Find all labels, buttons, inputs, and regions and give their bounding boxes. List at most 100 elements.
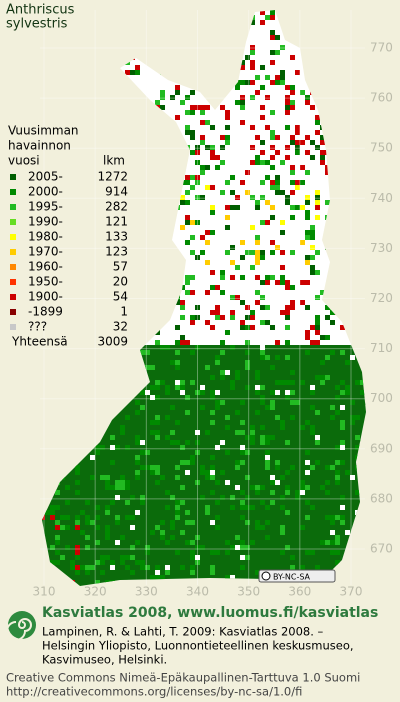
- map-cell: [325, 305, 330, 310]
- map-cell: [270, 155, 275, 160]
- map-cell: [175, 115, 180, 120]
- map-cell: [175, 475, 180, 480]
- map-cell: [275, 80, 280, 85]
- map-cell: [290, 465, 295, 470]
- map-cell: [210, 470, 215, 475]
- map-cell: [190, 150, 195, 155]
- map-cell: [285, 105, 290, 110]
- map-cell: [310, 385, 315, 390]
- map-cell: [50, 515, 55, 520]
- map-cell: [275, 460, 280, 465]
- map-cell: [300, 280, 305, 285]
- map-cell: [160, 105, 165, 110]
- map-cell: [305, 550, 310, 555]
- map-cell: [175, 505, 180, 510]
- map-cell: [235, 295, 240, 300]
- map-cell: [250, 160, 255, 165]
- map-cell: [195, 390, 200, 395]
- map-cell: [185, 520, 190, 525]
- map-cell: [210, 150, 215, 155]
- map-cell: [270, 500, 275, 505]
- map-cell: [155, 430, 160, 435]
- map-cell: [160, 575, 165, 580]
- map-cell: [330, 550, 335, 555]
- map-cell: [245, 545, 250, 550]
- map-cell: [245, 325, 250, 330]
- y-grid-label: 700: [370, 391, 393, 405]
- map-cell: [280, 530, 285, 535]
- map-cell: [190, 175, 195, 180]
- map-cell: [185, 280, 190, 285]
- map-cell: [230, 545, 235, 550]
- map-cell: [75, 515, 80, 520]
- map-cell: [345, 470, 350, 475]
- map-cell: [145, 350, 150, 355]
- map-cell: [65, 485, 70, 490]
- map-cell: [110, 500, 115, 505]
- map-cell: [210, 550, 215, 555]
- license-badge: [258, 569, 336, 583]
- map-cell: [290, 135, 295, 140]
- map-cell: [230, 575, 235, 580]
- map-cell: [195, 145, 200, 150]
- map-cell: [345, 385, 350, 390]
- legend-swatch: [10, 294, 16, 300]
- map-cell: [200, 135, 205, 140]
- map-cell: [240, 460, 245, 465]
- map-cell: [245, 435, 250, 440]
- map-cell: [175, 500, 180, 505]
- map-cell: [280, 220, 285, 225]
- map-cell: [135, 455, 140, 460]
- map-cell: [250, 125, 255, 130]
- map-cell: [210, 125, 215, 130]
- map-cell: [160, 520, 165, 525]
- map-cell: [215, 515, 220, 520]
- map-cell: [190, 110, 195, 115]
- map-cell: [240, 120, 245, 125]
- map-cell: [260, 500, 265, 505]
- map-cell: [285, 340, 290, 345]
- map-cell: [180, 500, 185, 505]
- map-cell: [270, 165, 275, 170]
- map-cell: [315, 330, 320, 335]
- map-cell: [185, 440, 190, 445]
- y-grid-label: 680: [370, 491, 393, 505]
- map-cell: [270, 130, 275, 135]
- map-cell: [190, 550, 195, 555]
- map-cell: [285, 145, 290, 150]
- map-cell: [175, 465, 180, 470]
- map-cell: [200, 170, 205, 175]
- map-cell: [250, 505, 255, 510]
- map-cell: [110, 460, 115, 465]
- map-cell: [235, 85, 240, 90]
- map-cell: [55, 535, 60, 540]
- legend-swatch: [10, 324, 16, 330]
- map-cell: [290, 415, 295, 420]
- map-cell: [315, 375, 320, 380]
- map-cell: [320, 360, 325, 365]
- map-cell: [250, 45, 255, 50]
- map-cell: [150, 385, 155, 390]
- map-cell: [65, 500, 70, 505]
- map-cell: [250, 440, 255, 445]
- map-cell: [200, 110, 205, 115]
- x-grid-label: 370: [340, 585, 363, 599]
- map-cell: [55, 490, 60, 495]
- legend-heading: Vuusimman: [8, 124, 79, 138]
- map-cell: [260, 485, 265, 490]
- legend-count: 282: [105, 200, 128, 214]
- map-cell: [305, 260, 310, 265]
- map-cell: [325, 200, 330, 205]
- map-cell: [190, 275, 195, 280]
- map-cell: [190, 555, 195, 560]
- map-cell: [305, 170, 310, 175]
- map-cell: [320, 135, 325, 140]
- map-cell: [275, 180, 280, 185]
- map-cell: [290, 170, 295, 175]
- map-cell: [55, 560, 60, 565]
- map-cell: [200, 545, 205, 550]
- map-cell: [85, 520, 90, 525]
- map-cell: [180, 385, 185, 390]
- map-cell: [240, 565, 245, 570]
- map-cell: [210, 325, 215, 330]
